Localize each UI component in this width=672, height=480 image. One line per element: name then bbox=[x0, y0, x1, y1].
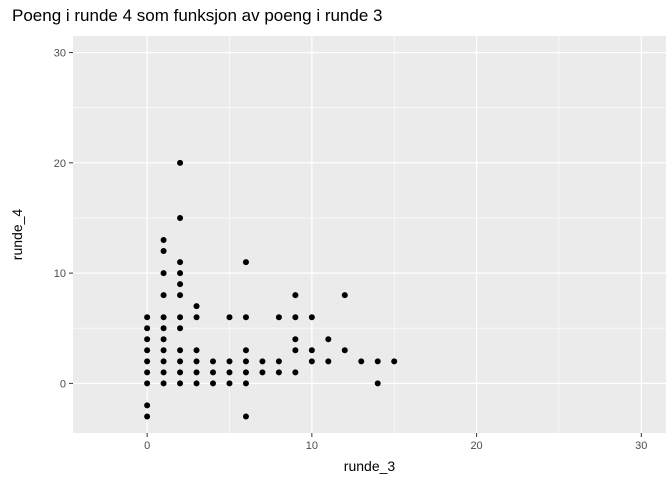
data-point bbox=[325, 358, 332, 365]
y-tick-label: 0 bbox=[60, 378, 66, 390]
data-point bbox=[160, 369, 167, 376]
data-point bbox=[177, 281, 184, 288]
data-point bbox=[226, 358, 233, 365]
data-point bbox=[292, 336, 299, 343]
data-point bbox=[177, 214, 184, 221]
data-point bbox=[160, 336, 167, 343]
data-point bbox=[177, 325, 184, 332]
x-tick-label: 10 bbox=[306, 440, 318, 452]
data-point bbox=[308, 314, 315, 321]
data-point bbox=[160, 325, 167, 332]
data-point bbox=[391, 358, 398, 365]
data-point bbox=[193, 347, 200, 354]
data-point bbox=[226, 369, 233, 376]
data-point bbox=[193, 380, 200, 387]
data-point bbox=[275, 358, 282, 365]
data-point bbox=[177, 369, 184, 376]
chart-title: Poeng i runde 4 som funksjon av poeng i … bbox=[12, 6, 383, 25]
data-point bbox=[341, 347, 348, 354]
data-point bbox=[259, 358, 266, 365]
data-point bbox=[341, 292, 348, 299]
data-point bbox=[144, 413, 151, 420]
data-point bbox=[177, 380, 184, 387]
data-point bbox=[193, 314, 200, 321]
data-point bbox=[160, 248, 167, 255]
data-point bbox=[144, 358, 151, 365]
data-point bbox=[193, 369, 200, 376]
data-point bbox=[226, 380, 233, 387]
data-point bbox=[193, 358, 200, 365]
data-point bbox=[242, 369, 249, 376]
data-point bbox=[292, 347, 299, 354]
data-point bbox=[242, 358, 249, 365]
data-point bbox=[242, 347, 249, 354]
data-point bbox=[160, 314, 167, 321]
data-point bbox=[210, 369, 217, 376]
x-axis-title: runde_3 bbox=[344, 458, 396, 474]
tick-labels: 0 10 20 30 0 10 20 30 bbox=[54, 48, 648, 452]
data-point bbox=[144, 380, 151, 387]
plot-panel bbox=[73, 36, 666, 433]
x-tick-label: 20 bbox=[470, 440, 482, 452]
data-point bbox=[144, 314, 151, 321]
minor-gridlines bbox=[64, 36, 666, 439]
data-point bbox=[177, 259, 184, 266]
data-point bbox=[177, 358, 184, 365]
data-point bbox=[144, 369, 151, 376]
data-point bbox=[292, 292, 299, 299]
data-point bbox=[177, 292, 184, 299]
data-point bbox=[144, 402, 151, 409]
y-tick-label: 10 bbox=[54, 268, 66, 280]
data-point bbox=[242, 380, 249, 387]
data-point bbox=[292, 314, 299, 321]
data-point bbox=[374, 380, 381, 387]
data-point bbox=[160, 292, 167, 299]
data-point bbox=[242, 314, 249, 321]
data-point bbox=[160, 270, 167, 277]
data-point bbox=[325, 336, 332, 343]
data-point bbox=[210, 358, 217, 365]
data-point bbox=[160, 358, 167, 365]
data-point bbox=[242, 259, 249, 266]
axis-ticks bbox=[69, 52, 642, 437]
data-point bbox=[226, 314, 233, 321]
data-point bbox=[177, 270, 184, 277]
data-point bbox=[374, 358, 381, 365]
data-point bbox=[193, 303, 200, 310]
data-point bbox=[177, 314, 184, 321]
data-point bbox=[292, 369, 299, 376]
data-point bbox=[308, 347, 315, 354]
data-point bbox=[144, 347, 151, 354]
data-point bbox=[275, 369, 282, 376]
data-point bbox=[144, 325, 151, 332]
data-point bbox=[308, 358, 315, 365]
major-gridlines bbox=[73, 36, 666, 433]
y-tick-label: 20 bbox=[54, 158, 66, 170]
x-tick-label: 30 bbox=[635, 440, 647, 452]
data-point bbox=[144, 336, 151, 343]
data-point bbox=[210, 380, 217, 387]
y-axis-title: runde_4 bbox=[9, 209, 25, 261]
data-points bbox=[144, 159, 398, 420]
data-point bbox=[160, 347, 167, 354]
data-point bbox=[177, 347, 184, 354]
data-point bbox=[259, 369, 266, 376]
data-point bbox=[275, 314, 282, 321]
data-point bbox=[160, 380, 167, 387]
data-point bbox=[160, 237, 167, 244]
data-point bbox=[358, 358, 365, 365]
x-tick-label: 0 bbox=[144, 440, 150, 452]
data-point bbox=[177, 159, 184, 166]
data-point bbox=[242, 413, 249, 420]
y-tick-label: 30 bbox=[54, 48, 66, 60]
